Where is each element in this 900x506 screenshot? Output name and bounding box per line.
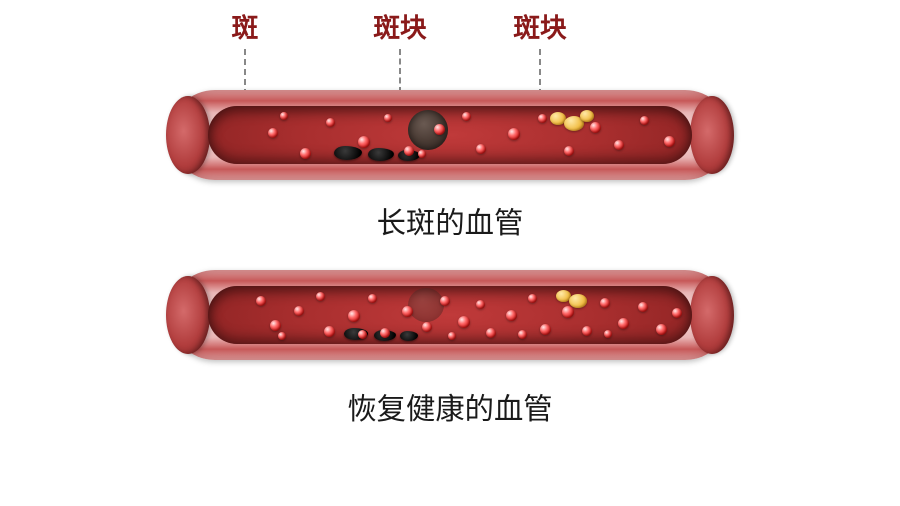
blood-cell: [582, 326, 592, 336]
blood-cell: [402, 306, 413, 317]
blood-cell: [404, 146, 414, 156]
blood-cell: [358, 136, 370, 148]
plaque-dark: [408, 288, 444, 322]
blood-cell: [540, 324, 551, 335]
blood-cell: [618, 318, 629, 329]
blood-cell: [590, 122, 601, 133]
blood-cell: [638, 302, 648, 312]
blood-cell: [538, 114, 547, 123]
blood-cell: [256, 296, 266, 306]
callout-bankuai1: 斑块: [360, 6, 440, 93]
blood-cell: [316, 292, 325, 301]
plaque-yellow: [569, 294, 587, 308]
blood-cell: [614, 140, 624, 150]
blood-cell: [600, 298, 610, 308]
blood-cell: [324, 326, 335, 337]
blood-cell: [422, 322, 432, 332]
blood-cell: [380, 328, 390, 338]
blood-cell: [440, 296, 450, 306]
callout-label: 斑块: [500, 6, 580, 45]
blood-cell: [664, 136, 675, 147]
blood-cell: [268, 128, 278, 138]
blood-cell: [434, 124, 445, 135]
blood-cell: [476, 144, 486, 154]
vessel-lumen: [208, 286, 692, 344]
callout-leader: [399, 49, 401, 93]
blood-cell: [476, 300, 485, 309]
blood-cell: [508, 128, 520, 140]
blood-cell: [564, 146, 574, 156]
blood-cell: [384, 114, 392, 122]
vessel-cap-right: [690, 276, 734, 354]
blood-cell: [368, 294, 377, 303]
caption-bottom: 恢复健康的血管: [0, 386, 900, 428]
callout-label: 斑: [205, 6, 285, 45]
blood-cell: [506, 310, 517, 321]
caption-top: 长斑的血管: [0, 200, 900, 242]
blood-cell: [358, 330, 367, 339]
blood-cell: [448, 332, 456, 340]
blood-cell: [270, 320, 281, 331]
blood-cell: [326, 118, 335, 127]
blood-cell: [672, 308, 682, 318]
vessel-cap-left: [166, 276, 210, 354]
debris: [400, 331, 418, 341]
vessel-bottom: [170, 270, 730, 360]
blood-cell: [604, 330, 612, 338]
vessel-lumen: [208, 106, 692, 164]
blood-cell: [462, 112, 471, 121]
blood-cell: [458, 316, 470, 328]
blood-cell: [518, 330, 527, 339]
vessel-cap-right: [690, 96, 734, 174]
blood-cell: [418, 150, 426, 158]
debris: [334, 146, 362, 160]
blood-cell: [528, 294, 537, 303]
blood-cell: [656, 324, 667, 335]
vessel-cap-left: [166, 96, 210, 174]
blood-cell: [348, 310, 360, 322]
debris: [368, 148, 394, 161]
blood-cell: [294, 306, 304, 316]
blood-cell: [300, 148, 311, 159]
blood-cell: [278, 332, 286, 340]
blood-cell: [562, 306, 574, 318]
plaque-yellow: [580, 110, 594, 122]
diagram-root: 斑 斑块 斑块长斑的血管恢复健康的血管: [0, 0, 900, 506]
callout-label: 斑块: [360, 6, 440, 45]
blood-cell: [280, 112, 288, 120]
blood-cell: [486, 328, 496, 338]
vessel-top: [170, 90, 730, 180]
blood-cell: [640, 116, 649, 125]
